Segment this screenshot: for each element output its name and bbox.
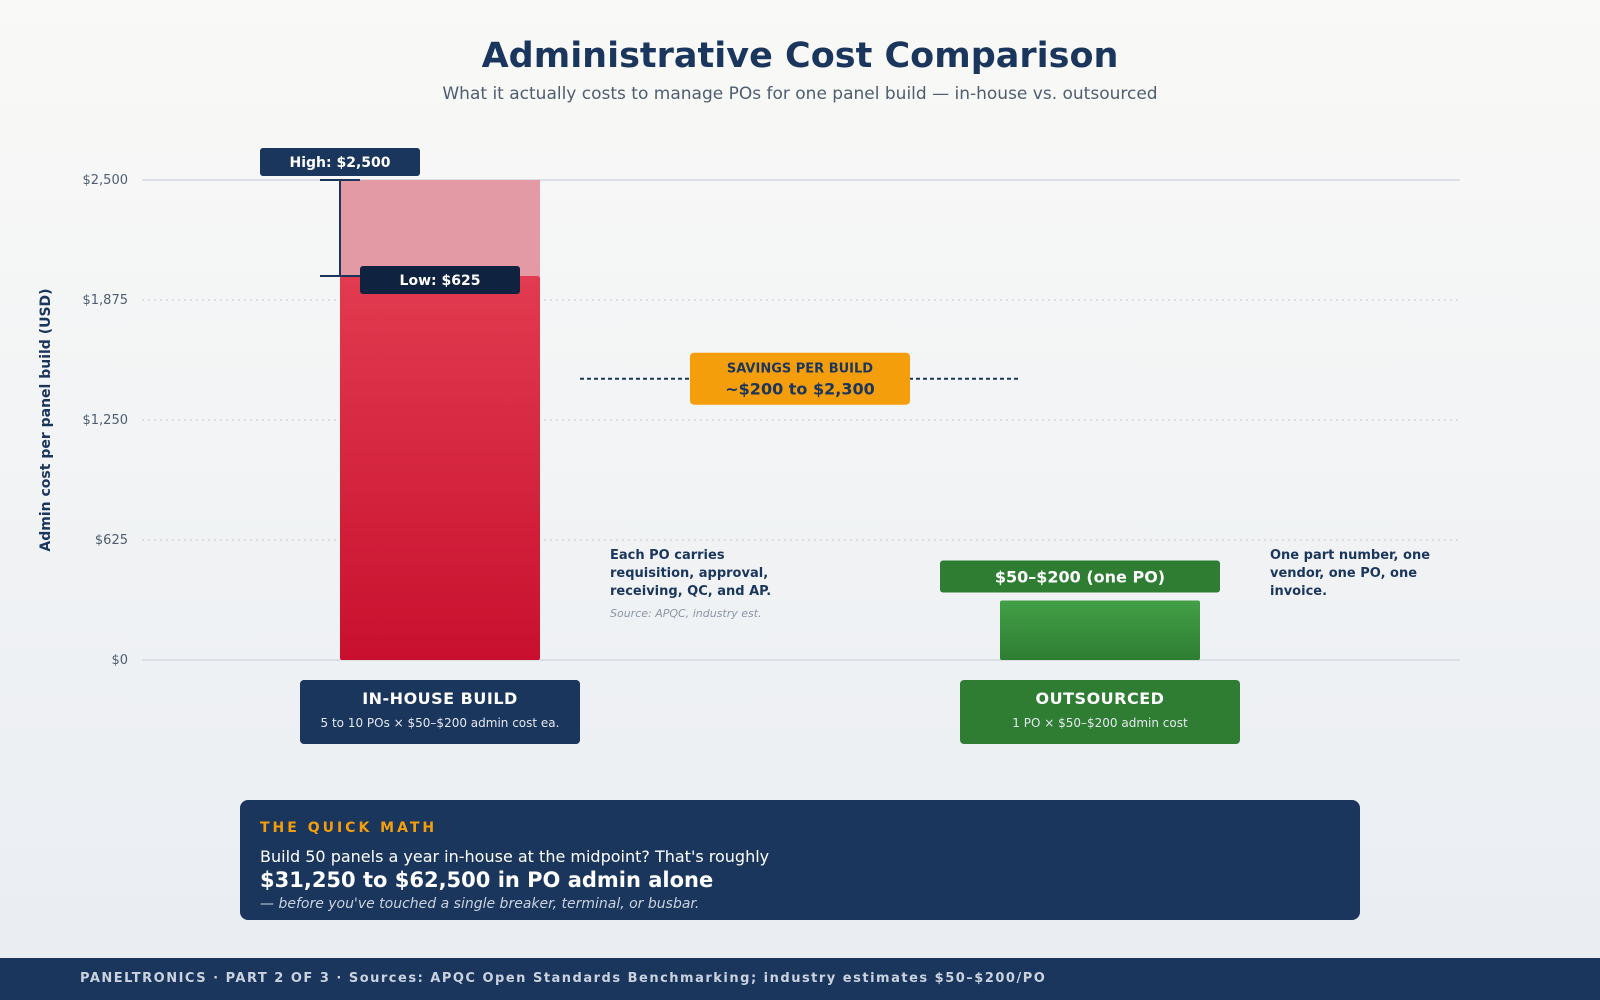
high-label-box [260,148,420,176]
y-tick-label: $625 [95,533,128,548]
low-label: Low: $625 [400,273,481,289]
quick-math-title: THE QUICK MATH [260,820,438,836]
savings-callout: SAVINGS PER BUILD ~$200 to $2,300 [580,352,1020,405]
category-outsourced-label: OUTSOURCED [1035,689,1165,708]
inhouse-bar [340,276,540,660]
outsourced-value-label: $50–$200 (one PO) [995,567,1165,586]
category-inhouse-box: IN-HOUSE BUILD 5 to 10 POs × $50–$200 ad… [300,680,580,744]
y-tick-label: $2,500 [83,173,129,188]
category-outsourced-subtitle: 1 PO × $50–$200 admin cost [1012,716,1188,730]
category-outsourced-box: OUTSOURCED 1 PO × $50–$200 admin cost [960,680,1240,744]
y-axis-ticks: $0 $625 $1,250 $1,875 $2,500 [83,173,129,668]
savings-value: ~$200 to $2,300 [725,380,874,399]
y-tick-label: $0 [111,653,128,668]
chart-subtitle: What it actually costs to manage POs for… [442,84,1158,104]
bars: High: $2,500 Low: $625 $50–$200 (one PO) [260,148,1220,660]
outsourced-annotation: One part number, one vendor, one PO, one… [1270,548,1431,599]
outsourced-label-box [940,560,1220,593]
footer-bar: PANELTRONICS · PART 2 OF 3 · Sources: AP… [0,958,1600,1000]
low-label-box [360,266,520,294]
inhouse-range-bar [340,180,540,276]
chart-title: Administrative Cost Comparison [481,36,1119,76]
y-axis-label: Admin cost per panel build (USD) [38,288,54,551]
category-inhouse-label: IN-HOUSE BUILD [362,689,518,708]
source-annotation: Source: APQC, industry est. [610,607,762,620]
cost-comparison-chart: $0 $625 $1,250 $1,875 $2,500 Admin cost per … [38,148,1460,668]
savings-box [690,352,910,405]
quick-math-line1: Build 50 panels a year in-house at the m… [260,847,770,866]
y-tick-label: $1,875 [83,293,129,308]
outsourced-bar [1000,600,1200,660]
quick-math-caveat: — before you've touched a single breaker… [260,896,700,912]
inhouse-annotation: Each PO carries requisition, approval, r… [610,548,772,599]
quick-math-panel: THE QUICK MATH Build 50 panels a year in… [240,800,1360,920]
high-label: High: $2,500 [289,155,390,171]
savings-title: SAVINGS PER BUILD [727,362,873,377]
quick-math-figure: $31,250 to $62,500 in PO admin alone [260,868,714,892]
y-tick-label: $1,250 [83,413,129,428]
category-inhouse-subtitle: 5 to 10 POs × $50–$200 admin cost ea. [320,716,560,730]
